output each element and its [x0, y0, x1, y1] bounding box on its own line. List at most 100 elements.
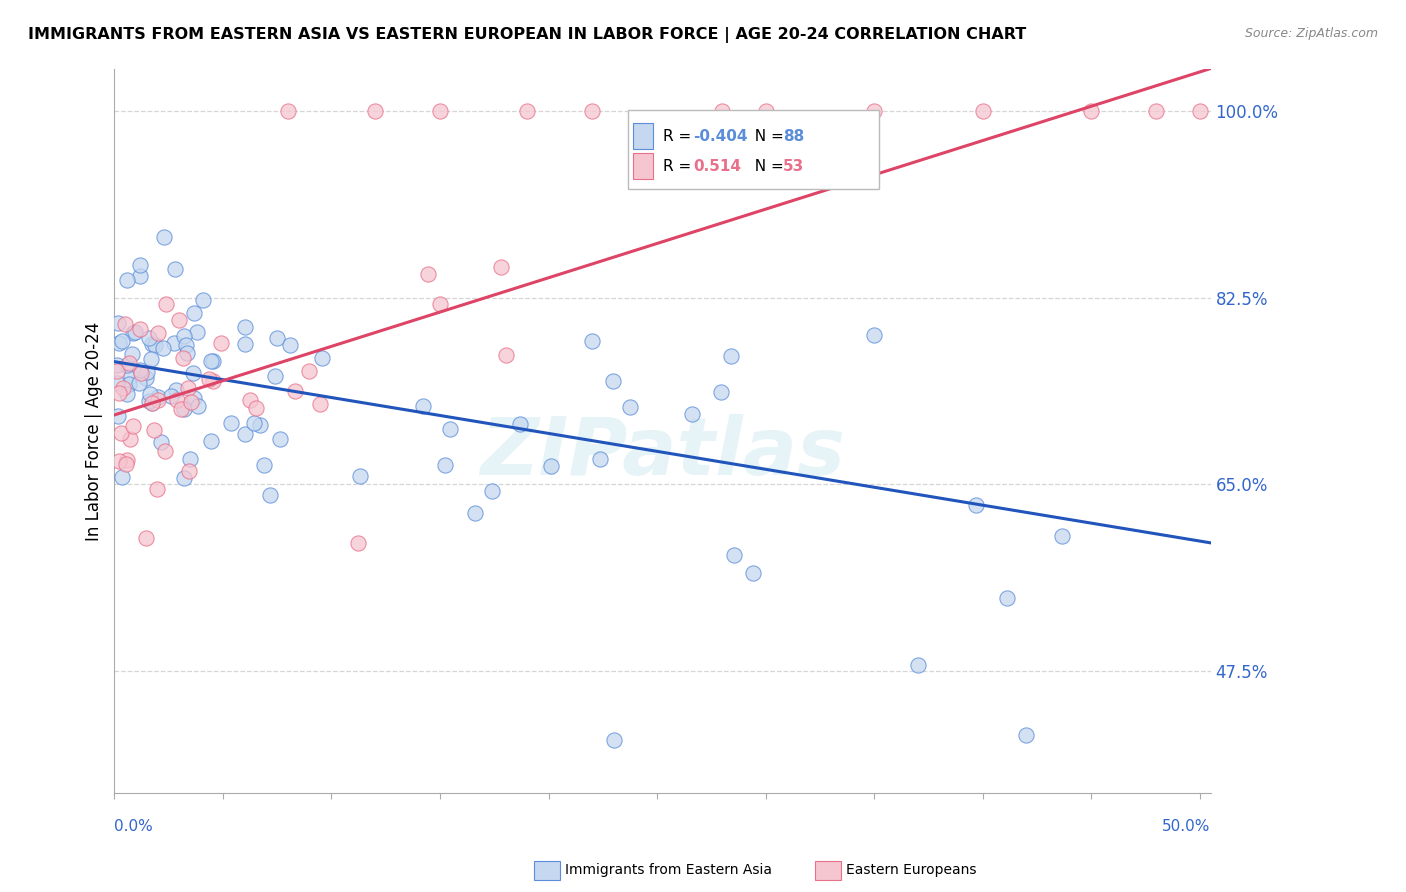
Text: 53: 53	[783, 160, 804, 174]
Point	[117, 377, 139, 392]
Point	[364, 104, 387, 119]
Y-axis label: In Labor Force | Age 20-24: In Labor Force | Age 20-24	[86, 321, 103, 541]
Point	[711, 104, 734, 119]
Point	[165, 383, 187, 397]
Point	[209, 336, 232, 351]
Point	[146, 392, 169, 407]
Point	[233, 427, 256, 442]
Point	[115, 457, 138, 471]
Point	[347, 535, 370, 549]
Point	[115, 452, 138, 467]
Point	[174, 338, 197, 352]
Point	[1015, 728, 1038, 742]
Point	[107, 385, 129, 400]
Point	[155, 296, 177, 310]
Point	[429, 104, 451, 119]
Point	[187, 399, 209, 413]
Text: N =: N =	[745, 160, 789, 174]
Point	[177, 381, 200, 395]
Point	[439, 422, 461, 436]
Point	[177, 464, 200, 478]
Point	[183, 306, 205, 320]
Point	[723, 548, 745, 562]
Point	[173, 402, 195, 417]
Point	[464, 506, 486, 520]
Point	[581, 334, 603, 348]
Text: 0.514: 0.514	[693, 160, 741, 174]
Point	[110, 426, 132, 441]
Point	[259, 488, 281, 502]
Point	[239, 393, 262, 408]
Point	[167, 313, 190, 327]
Point	[138, 387, 160, 401]
Point	[198, 372, 221, 386]
Point	[491, 260, 513, 274]
Point	[128, 376, 150, 390]
Point	[105, 364, 128, 378]
Point	[863, 104, 886, 119]
Point	[416, 268, 439, 282]
Text: IMMIGRANTS FROM EASTERN ASIA VS EASTERN EUROPEAN IN LABOR FORCE | AGE 20-24 CORR: IMMIGRANTS FROM EASTERN ASIA VS EASTERN …	[28, 27, 1026, 43]
Point	[277, 104, 299, 119]
Point	[755, 104, 778, 119]
Point	[121, 419, 143, 434]
Point	[146, 482, 169, 496]
Point	[429, 297, 451, 311]
Point	[742, 566, 765, 581]
Point	[509, 417, 531, 432]
Point	[1188, 104, 1211, 119]
Point	[269, 432, 291, 446]
Point	[141, 336, 163, 351]
Point	[149, 434, 172, 449]
Point	[107, 409, 129, 424]
Point	[235, 320, 257, 334]
Point	[136, 365, 159, 379]
Point	[602, 374, 624, 388]
Point	[142, 423, 165, 437]
Point	[107, 335, 129, 350]
Point	[191, 293, 214, 308]
Point	[170, 401, 193, 416]
Point	[107, 316, 129, 330]
Text: 50.0%: 50.0%	[1163, 819, 1211, 834]
Text: R =: R =	[662, 129, 696, 145]
Point	[965, 498, 987, 512]
Point	[163, 262, 186, 277]
Point	[245, 401, 267, 415]
Text: R =: R =	[662, 160, 700, 174]
Point	[995, 591, 1018, 606]
Point	[131, 367, 153, 381]
Text: Source: ZipAtlas.com: Source: ZipAtlas.com	[1244, 27, 1378, 40]
Point	[128, 258, 150, 272]
Point	[311, 351, 333, 365]
Point	[153, 230, 176, 244]
Point	[266, 331, 288, 345]
Point	[139, 351, 162, 366]
Point	[176, 345, 198, 359]
Point	[233, 336, 256, 351]
Point	[129, 363, 152, 377]
Point	[200, 354, 222, 368]
Point	[115, 273, 138, 287]
Point	[540, 458, 562, 473]
Point	[516, 104, 538, 119]
Point	[166, 392, 188, 407]
Point	[581, 104, 603, 119]
Point	[221, 416, 243, 430]
Point	[681, 407, 703, 421]
Text: -0.404: -0.404	[693, 129, 748, 145]
Point	[180, 394, 202, 409]
Point	[105, 359, 128, 373]
Text: 0.0%: 0.0%	[114, 819, 153, 834]
Point	[110, 470, 132, 484]
Point	[108, 454, 131, 468]
Point	[186, 326, 208, 340]
Point	[202, 353, 225, 368]
Point	[114, 317, 136, 331]
Text: Eastern Europeans: Eastern Europeans	[846, 863, 977, 877]
Point	[121, 326, 143, 340]
Point	[588, 452, 610, 467]
Point	[298, 364, 321, 378]
Point	[280, 338, 302, 352]
Point	[619, 400, 641, 414]
